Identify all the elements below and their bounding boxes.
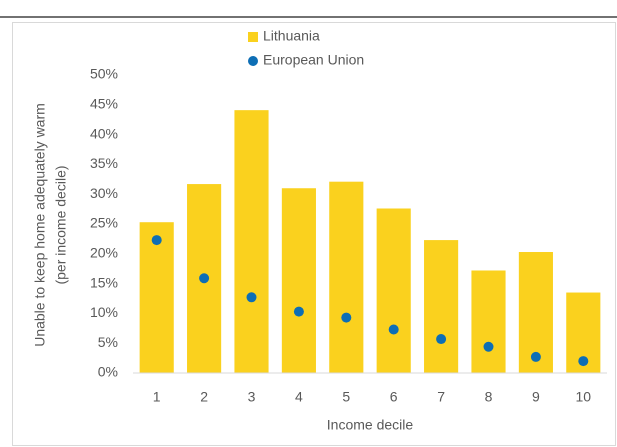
y-axis-label: Unable to keep home adequately warm: [32, 103, 48, 347]
bar: [376, 208, 411, 373]
legend-swatch: [248, 32, 258, 42]
legend-label: Lithuania: [263, 28, 320, 44]
y-tick-label: 0%: [98, 364, 118, 380]
x-axis-label: Income decile: [327, 417, 414, 433]
legend-label: European Union: [263, 52, 364, 68]
dot: [199, 273, 210, 284]
dot: [483, 341, 494, 352]
bar: [329, 181, 364, 373]
bar: [471, 270, 506, 373]
y-tick-label: 40%: [90, 125, 118, 141]
dot: [530, 351, 541, 362]
x-tick-label: 1: [153, 389, 161, 405]
dot: [151, 235, 162, 246]
dot: [578, 356, 589, 367]
x-tick-label: 6: [390, 389, 398, 405]
x-tick-label: 4: [295, 389, 303, 405]
x-tick-label: 7: [437, 389, 445, 405]
dot: [246, 292, 257, 303]
dot: [341, 312, 352, 323]
x-tick-label: 9: [532, 389, 540, 405]
y-tick-label: 5%: [98, 334, 118, 350]
y-tick-label: 35%: [90, 155, 118, 171]
x-tick-label: 3: [248, 389, 256, 405]
dot: [388, 324, 399, 335]
x-tick-label: 8: [485, 389, 493, 405]
dot: [436, 334, 447, 345]
x-tick-label: 10: [576, 389, 592, 405]
y-tick-label: 45%: [90, 96, 118, 112]
y-tick-label: 50%: [90, 66, 118, 82]
x-tick-label: 2: [200, 389, 208, 405]
dot: [293, 306, 304, 317]
y-tick-label: 10%: [90, 304, 118, 320]
y-tick-label: 25%: [90, 215, 118, 231]
y-tick-label: 30%: [90, 185, 118, 201]
bar: [139, 222, 174, 373]
bar: [424, 240, 459, 373]
chart-frame: [12, 22, 616, 446]
y-tick-label: 20%: [90, 245, 118, 261]
x-tick-label: 5: [342, 389, 350, 405]
bar: [234, 110, 269, 373]
bar: [281, 188, 316, 373]
legend-swatch: [248, 56, 258, 66]
y-tick-label: 15%: [90, 274, 118, 290]
y-axis-label: (per income decile): [53, 165, 69, 284]
